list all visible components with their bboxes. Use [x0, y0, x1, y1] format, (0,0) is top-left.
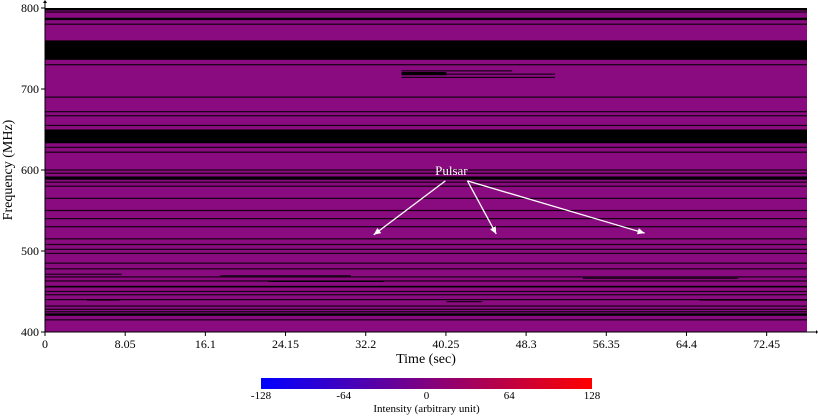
annotation-arrowhead — [637, 228, 645, 235]
x-tick-label: 0 — [42, 337, 48, 351]
masked-band — [45, 40, 807, 60]
x-tick-label: 56.35 — [593, 337, 620, 351]
rfi-line — [45, 185, 807, 187]
rfi-segment — [582, 277, 739, 279]
colorbar: -128 -64 0 64 128 — [251, 378, 601, 402]
rfi-segment — [220, 275, 351, 277]
annotation-arrow-line — [466, 180, 497, 235]
rfi-line — [45, 305, 807, 307]
rfi-line — [45, 294, 807, 296]
rfi-line — [45, 197, 807, 199]
annotation-arrowhead — [490, 226, 497, 234]
annotation-arrowhead — [373, 228, 382, 235]
rfi-line — [45, 299, 807, 301]
colorbar-tick-label: -128 — [251, 390, 272, 402]
rfi-line — [45, 146, 807, 148]
rfi-line — [45, 238, 807, 240]
rfi-segment — [86, 299, 120, 301]
rfi-line — [45, 209, 807, 212]
colorbar-label: Intensity (arbitrary unit) — [373, 403, 480, 415]
masked-band — [45, 285, 807, 288]
rfi-segment — [699, 299, 807, 301]
colorbar-gradient — [261, 378, 592, 389]
y-axis-label: Frequency (MHz) — [1, 119, 16, 220]
rfi-line — [45, 218, 807, 220]
y-tick-label: 600 — [21, 163, 39, 177]
rfi-segment — [446, 301, 483, 303]
rfi-line — [45, 96, 807, 98]
annotation-layer: Pulsar — [373, 163, 645, 236]
y-tick-label: 800 — [21, 1, 39, 15]
x-tick-label: 8.05 — [115, 337, 136, 351]
colorbar-tick-label: 128 — [584, 390, 601, 402]
colorbar-tick-label: -64 — [336, 390, 351, 402]
annotation-arrow-line — [373, 180, 446, 236]
rfi-line — [45, 226, 807, 228]
rfi-line — [45, 252, 807, 255]
y-tick-label: 500 — [21, 244, 39, 258]
rfi-segment — [401, 76, 555, 78]
masked-band — [45, 17, 807, 21]
x-tick-label: 32.2 — [355, 337, 376, 351]
x-tick-label: 40.25 — [432, 337, 459, 351]
rfi-line — [45, 11, 807, 13]
x-tick-label: 72.45 — [753, 337, 780, 351]
colorbar-tick-label: 0 — [424, 390, 430, 402]
rfi-line — [45, 169, 807, 171]
rfi-line — [45, 311, 807, 313]
rfi-line — [45, 172, 807, 174]
annotation-label: Pulsar — [435, 163, 468, 178]
masked-band — [45, 129, 807, 144]
rfi-line — [45, 115, 807, 117]
rfi-line — [45, 290, 807, 293]
rfi-segment — [45, 273, 122, 275]
x-tick-label: 64.4 — [676, 337, 697, 351]
axes: 0 8.05 16.1 24.15 32.2 40.25 48.3 56.35 64.4 72.4… — [21, 0, 818, 351]
x-axis-label: Time (sec) — [396, 352, 456, 367]
x-tick-label: 48.3 — [516, 337, 537, 351]
rfi-line — [45, 319, 807, 321]
rfi-line — [45, 64, 807, 66]
rfi-line — [45, 248, 807, 250]
rfi-line — [45, 308, 807, 310]
colorbar-tick-label: 64 — [504, 390, 516, 402]
y-axis-arrowhead — [43, 0, 47, 3]
rfi-line — [45, 262, 807, 264]
rfi-segment — [401, 70, 513, 72]
spectrogram-plot-area — [45, 8, 807, 332]
rfi-segment — [401, 73, 555, 75]
rfi-line — [45, 151, 807, 153]
x-tick-label: 24.15 — [272, 337, 299, 351]
rfi-line — [45, 111, 807, 113]
rfi-line — [45, 276, 807, 278]
x-tick-label: 16.1 — [195, 337, 216, 351]
rfi-segment — [268, 280, 384, 282]
rfi-line — [45, 268, 807, 270]
rfi-line — [45, 181, 807, 183]
x-axis-arrowhead — [816, 330, 818, 334]
rfi-line — [45, 23, 807, 25]
y-tick-label: 400 — [21, 325, 39, 339]
annotation-arrow-line — [467, 180, 645, 234]
masked-band — [45, 313, 807, 316]
rfi-line — [45, 124, 807, 127]
y-tick-label: 700 — [21, 82, 39, 96]
masked-band — [45, 8, 807, 11]
rfi-line — [45, 243, 807, 246]
rfi-line — [45, 280, 807, 282]
masked-band — [45, 176, 807, 180]
